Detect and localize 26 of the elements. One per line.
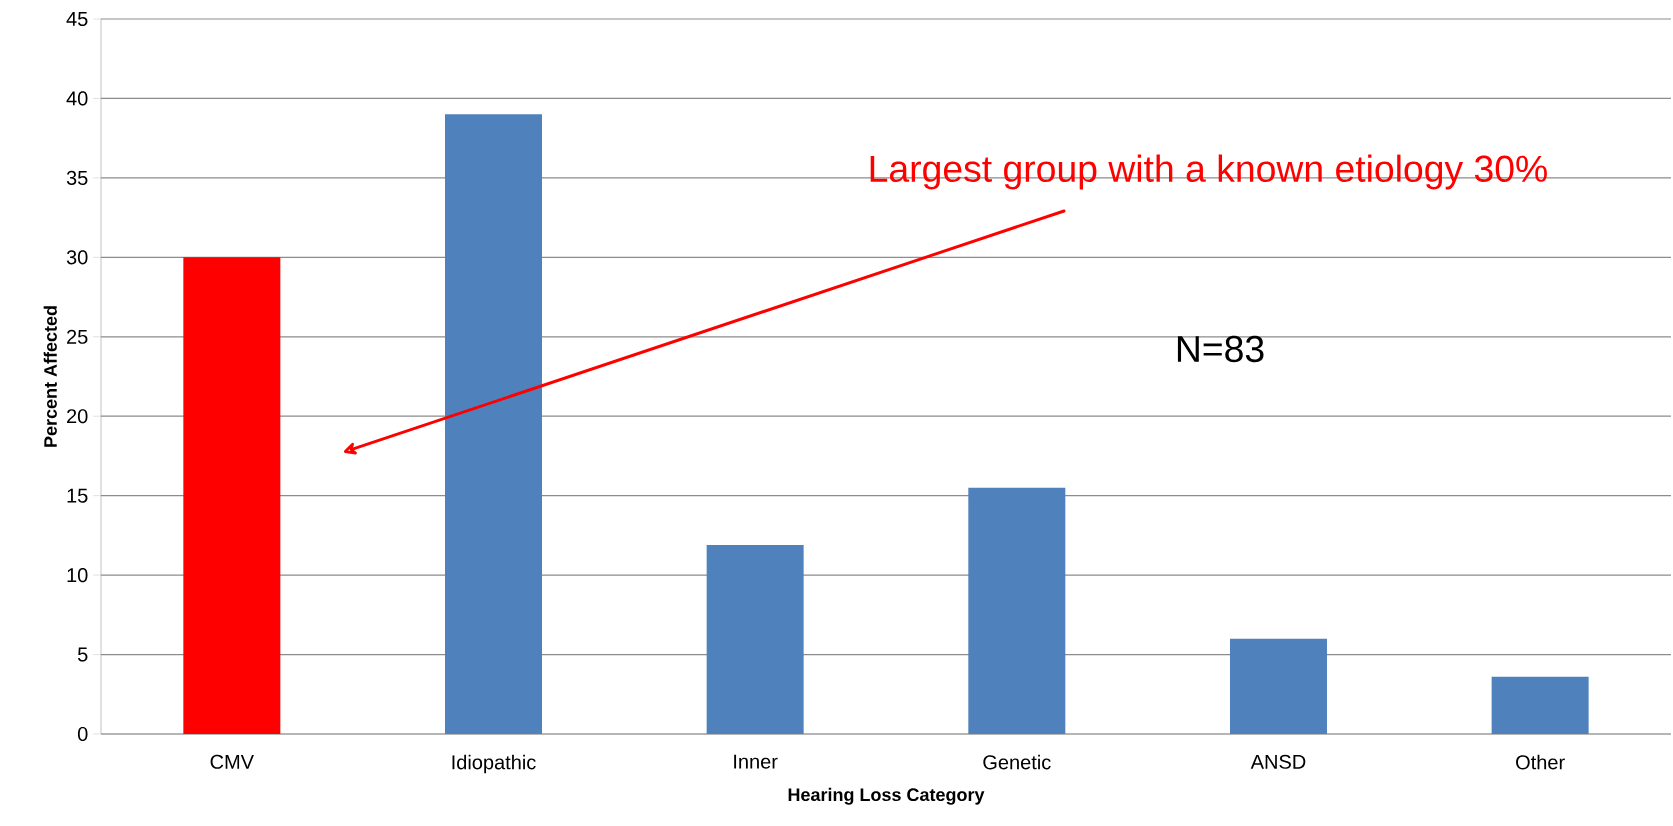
y-tick-label: 40 [66,91,88,106]
x-axis-title: Hearing Loss Category [788,787,985,805]
bar [706,544,804,734]
x-tick-label: Inner [734,754,778,769]
annotation: Largest group with a known etiology 30% [870,154,1547,190]
bar [1229,638,1327,734]
bar [444,114,542,734]
y-tick-label: 20 [67,409,88,424]
y-axis-title: Percent Affected [43,306,57,447]
bar [183,257,281,734]
y-tick-label: 45 [66,12,88,26]
y-tick-label: 30 [66,250,88,265]
x-tick-label: CMV [210,754,254,769]
y-tick-label: 15 [67,488,88,503]
y-tick-label: 25 [67,329,88,344]
bar [968,487,1066,734]
y-tick-label: 0 [77,726,88,742]
x-tick-label: Genetic [983,754,1051,770]
x-tick-label: Other [1516,754,1565,770]
y-tick-label: 5 [77,647,88,662]
y-tick-label: 35 [66,170,88,185]
y-tick-label: 10 [67,568,88,583]
bar [1491,676,1589,734]
x-tick-label: ANSD [1250,754,1306,769]
annotation: N=83 [1177,335,1264,363]
x-tick-label: Idiopathic [452,754,536,774]
